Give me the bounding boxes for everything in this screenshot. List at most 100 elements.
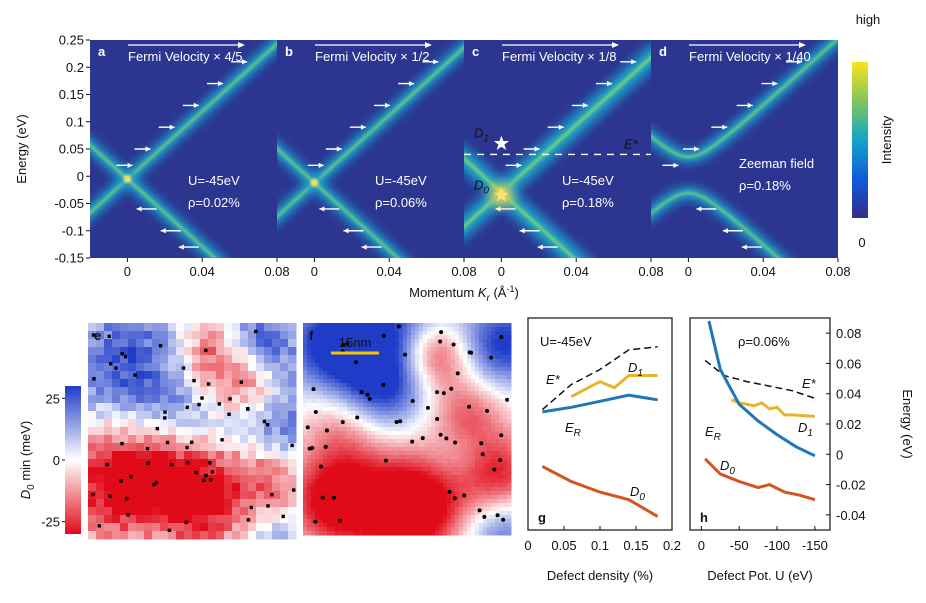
series-label-part: D <box>628 360 637 375</box>
map-cell <box>319 343 324 348</box>
arrow-head <box>336 146 342 152</box>
map-cell <box>136 483 145 492</box>
map-cell <box>96 443 105 452</box>
map-cell <box>248 499 257 508</box>
map-cell <box>136 363 145 372</box>
map-cell <box>248 323 257 332</box>
map-cell <box>280 427 289 436</box>
defect-dot <box>91 492 95 497</box>
map-cell <box>160 411 169 420</box>
map-cell <box>335 507 340 512</box>
map-cell <box>391 483 396 488</box>
map-cell <box>483 383 488 388</box>
map-cell <box>475 463 480 468</box>
map-cell <box>96 435 105 444</box>
map-cell <box>371 443 376 448</box>
map-cell <box>463 503 468 508</box>
map-cell <box>232 531 241 540</box>
map-cell <box>479 387 484 392</box>
map-cell <box>315 495 320 500</box>
map-cell <box>483 499 488 504</box>
map-cell <box>311 351 316 356</box>
map-cell <box>439 363 444 368</box>
map-cell <box>471 463 476 468</box>
map-cell <box>479 487 484 492</box>
map-cell <box>451 475 456 480</box>
map-cell <box>335 503 340 508</box>
map-cell <box>200 395 209 404</box>
map-cell <box>447 391 452 396</box>
map-cell <box>232 403 241 412</box>
map-cell <box>264 387 273 396</box>
map-cell <box>232 339 241 348</box>
map-cell <box>383 495 388 500</box>
map-cell <box>387 339 392 344</box>
map-cell <box>423 459 428 464</box>
map-cell <box>288 355 297 364</box>
map-cell <box>375 347 380 352</box>
map-cell <box>427 427 432 432</box>
defect-dot <box>505 397 510 402</box>
annotation: Zeeman field <box>739 156 814 171</box>
map-cell <box>347 411 352 416</box>
map-cell <box>487 515 492 520</box>
map-cell <box>391 355 396 360</box>
map-cell <box>280 515 289 524</box>
map-cell <box>216 323 225 332</box>
map-cell <box>443 387 448 392</box>
map-cell <box>427 367 432 372</box>
map-cell <box>327 451 332 456</box>
defect-dot <box>249 505 253 510</box>
map-cell <box>192 339 201 348</box>
map-cell <box>248 427 257 436</box>
map-cell <box>435 399 440 404</box>
map-cell <box>399 515 404 520</box>
map-cell <box>335 471 340 476</box>
map-cell <box>423 351 428 356</box>
map-cell <box>439 515 444 520</box>
arrow-head <box>519 228 525 234</box>
map-cell <box>120 531 129 540</box>
map-cell <box>240 403 249 412</box>
map-cell <box>152 523 161 532</box>
map-cell <box>415 431 420 436</box>
map-cell <box>391 499 396 504</box>
map-cell <box>355 391 360 396</box>
map-cell <box>331 427 336 432</box>
map-cell <box>435 455 440 460</box>
map-cell <box>311 451 316 456</box>
map-cell <box>128 323 137 332</box>
map-cell <box>343 339 348 344</box>
spectral-panel <box>651 40 838 258</box>
map-cell <box>407 403 412 408</box>
map-cell <box>415 339 420 344</box>
map-cell <box>427 383 432 388</box>
map-cell <box>435 439 440 444</box>
map-cell <box>323 511 328 516</box>
map-cell <box>427 395 432 400</box>
x-tick-label: 0.08 <box>264 264 289 279</box>
series-label-part: E* <box>802 376 817 391</box>
map-cell <box>395 383 400 388</box>
map-cell <box>459 363 464 368</box>
map-cell <box>463 511 468 516</box>
map-cell <box>443 343 448 348</box>
map-cell <box>447 379 452 384</box>
map-cell <box>431 367 436 372</box>
x-axis-title-part: Momentum <box>409 285 478 300</box>
map-cell <box>443 511 448 516</box>
map-cell <box>419 347 424 352</box>
map-cell <box>439 419 444 424</box>
map-cell <box>303 459 308 464</box>
map-cell <box>387 439 392 444</box>
map-cell <box>395 487 400 492</box>
map-cell <box>327 519 332 524</box>
map-cell <box>475 435 480 440</box>
map-cell <box>343 331 348 336</box>
x-tick-label: 0.04 <box>751 264 776 279</box>
map-cell <box>479 391 484 396</box>
map-cell <box>280 443 289 452</box>
map-cell <box>128 355 137 364</box>
arrow-head <box>409 81 415 87</box>
map-cell <box>419 323 424 328</box>
